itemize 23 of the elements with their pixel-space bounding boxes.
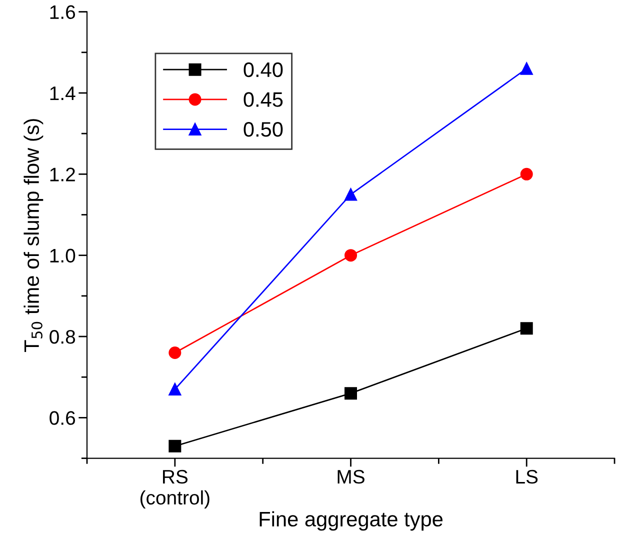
y-tick-label: 1.2 [50,168,75,182]
point [168,383,182,396]
y-tick-label: 0.6 [50,411,76,425]
y-axis-title: T$_{50}$ time of slump flow (s) [24,119,44,352]
y-tick-label: 1.6 [50,5,76,20]
point [520,168,533,180]
legend-label: 0.40 [244,62,283,78]
point [520,62,533,75]
x-tick-label: RS (control) [140,470,210,508]
legend-label: 0.50 [244,122,283,137]
legend-label: 0.45 [244,92,283,107]
point [168,346,182,359]
point [520,322,533,335]
point [168,440,182,452]
y-tick-label: 1.0 [50,248,76,263]
x-axis-title: Fine aggregate type [260,511,443,531]
y-tick-label: 1.4 [50,86,76,100]
x-tick-label: MS [338,470,364,484]
point [344,387,358,400]
point [344,249,358,262]
point [344,188,358,201]
x-tick-label: LS [516,470,538,484]
y-tick-label: 0.8 [50,330,76,344]
